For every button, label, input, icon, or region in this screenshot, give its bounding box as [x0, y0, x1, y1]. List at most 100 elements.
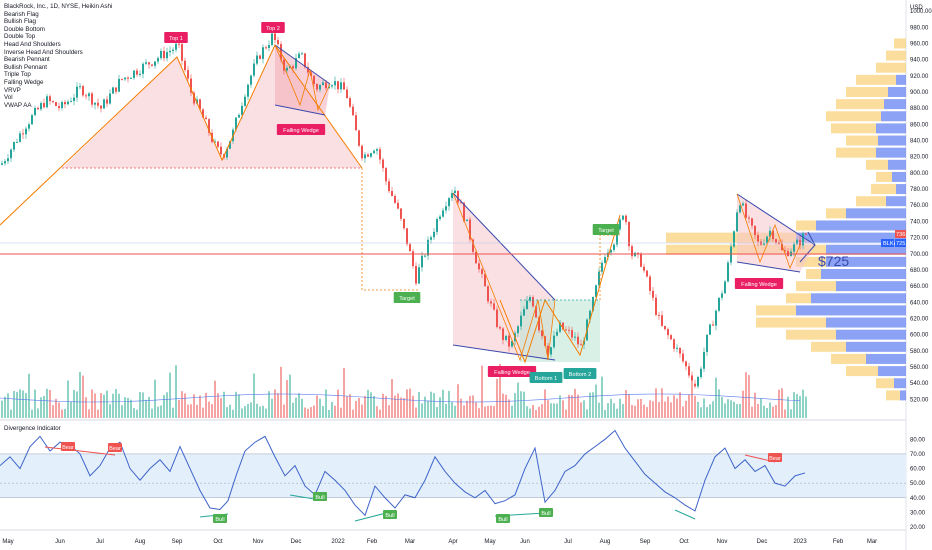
profile-bar-yellow — [826, 208, 846, 219]
volume-bar — [409, 388, 411, 418]
indicator-item[interactable]: Double Top — [4, 33, 36, 41]
volume-bar — [646, 407, 648, 418]
indicator-item[interactable]: Double Bottom — [4, 25, 45, 33]
indicator-item[interactable]: Inverse Head And Shoulders — [4, 48, 83, 56]
profile-bar-yellow — [796, 220, 816, 231]
candle — [571, 330, 573, 338]
candle — [727, 262, 729, 282]
indicator-item[interactable]: Bullish Pennant — [4, 63, 47, 71]
indicator-item[interactable]: VWAP AA — [4, 101, 32, 109]
candle — [187, 70, 189, 79]
candle — [616, 229, 618, 245]
candle — [316, 84, 318, 90]
volume-bar — [421, 403, 423, 418]
volume-bar — [373, 395, 375, 418]
candle — [511, 341, 513, 347]
indicator-item[interactable]: Bullish Flag — [4, 18, 36, 26]
candle — [19, 133, 21, 142]
volume-bar — [106, 390, 108, 418]
profile-bar-yellow — [846, 366, 878, 377]
volume-bar — [748, 375, 750, 418]
volume-bar — [64, 408, 66, 418]
candle — [85, 95, 87, 97]
indicator-item[interactable]: Head And Shoulders — [4, 40, 61, 48]
candle — [580, 344, 582, 346]
indicator-item[interactable]: Vol — [4, 94, 13, 102]
candle — [562, 322, 564, 330]
profile-bar-blue — [881, 111, 906, 122]
y-tick-label: 780.00 — [910, 187, 929, 193]
volume-bar — [112, 393, 114, 418]
volume-bar — [205, 392, 207, 418]
indicator-item[interactable]: VRVP — [4, 86, 21, 94]
candle — [370, 153, 372, 157]
volume-bar — [19, 389, 21, 418]
target-line-1 — [361, 168, 420, 291]
volume-bar — [322, 406, 324, 418]
label-box — [529, 372, 563, 383]
profile-bar-yellow — [811, 341, 846, 352]
candle — [610, 249, 612, 253]
candle — [322, 82, 324, 85]
candle — [193, 92, 195, 104]
candle — [388, 181, 390, 192]
volume-bar — [97, 409, 99, 418]
volume-bar — [124, 397, 126, 418]
volume-bar — [340, 407, 342, 418]
volume-bar — [733, 401, 735, 418]
candle — [589, 310, 591, 320]
volume-bar — [763, 405, 765, 418]
profile-bar-blue — [826, 317, 906, 328]
candle — [646, 270, 648, 277]
candle — [733, 231, 735, 247]
candle — [379, 149, 381, 160]
profile-bar-blue — [876, 123, 906, 134]
candle — [4, 161, 6, 164]
osc-label-box — [539, 508, 553, 517]
candle — [55, 102, 57, 107]
label-bottom2: Bottom 2 — [569, 372, 591, 378]
osc-label-box — [213, 514, 227, 523]
volume-bar — [76, 391, 78, 418]
candle — [793, 244, 795, 252]
x-tick-label: Dec — [291, 539, 302, 545]
candle — [595, 285, 597, 297]
volume-bar — [277, 393, 279, 418]
volume-bar — [91, 389, 93, 418]
volume-bar — [796, 394, 798, 418]
profile-bar-blue — [821, 269, 906, 280]
candle — [52, 101, 54, 103]
candle — [1, 163, 3, 165]
volume-bar — [406, 389, 408, 418]
indicator-item[interactable]: Bearish Flag — [4, 10, 39, 18]
candle — [46, 96, 48, 108]
candle — [118, 78, 120, 92]
candle — [493, 303, 495, 310]
candle — [742, 203, 744, 206]
indicator-item[interactable]: Triple Top — [4, 71, 31, 79]
volume-bar — [475, 402, 477, 418]
volume-bar — [514, 393, 516, 418]
profile-bar-yellow — [806, 269, 821, 280]
candle — [121, 78, 123, 80]
volume-bar — [739, 403, 741, 418]
volume-bar — [151, 408, 153, 418]
volume-bar — [643, 404, 645, 418]
volume-bar — [706, 407, 708, 418]
candle — [88, 93, 90, 97]
volume-bar — [403, 398, 405, 418]
indicator-item[interactable]: Bearish Pennant — [4, 56, 50, 64]
candle — [637, 252, 639, 255]
indicator-item[interactable]: Falling Wedge — [4, 78, 44, 86]
volume-ma-line — [0, 393, 801, 403]
candle — [208, 119, 210, 133]
volume-bar — [505, 394, 507, 418]
volume-bar — [526, 406, 528, 418]
candle — [247, 84, 249, 97]
volume-bar — [679, 392, 681, 418]
volume-bar — [370, 392, 372, 418]
candle — [730, 246, 732, 263]
candle — [64, 102, 66, 105]
volume-bar — [217, 393, 219, 418]
